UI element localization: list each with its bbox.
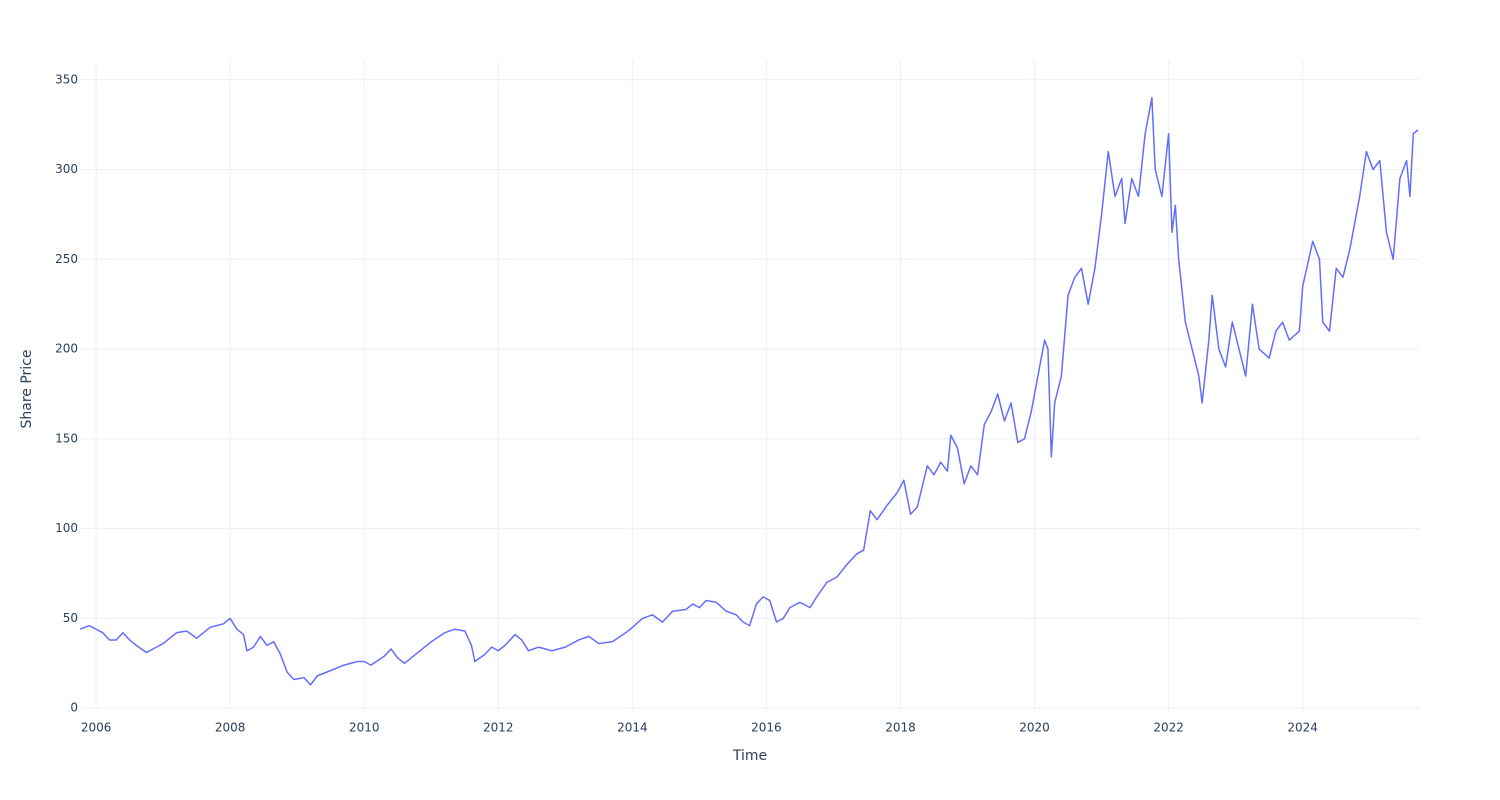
y-tick-label: 350 [55,72,78,86]
price-line [79,96,1419,686]
x-tick-label: 2020 [1019,721,1050,735]
x-tick-label: 2024 [1287,721,1318,735]
x-tick-label: 2008 [215,721,246,735]
x-tick-label: 2012 [483,721,514,735]
y-tick-label: 150 [55,431,78,445]
y-tick-label: 300 [55,162,78,176]
y-tick-label: 200 [55,342,78,356]
x-tick-label: 2014 [617,721,648,735]
x-tick-label: 2010 [349,721,380,735]
x-tick-label: 2006 [81,721,112,735]
x-axis-title: Time [732,748,767,764]
y-tick-label: 0 [70,701,78,715]
y-axis-title: Share Price [19,349,35,428]
y-tick-label: 50 [63,611,78,625]
y-tick-label: 250 [55,252,78,266]
x-tick-label: 2022 [1153,721,1184,735]
x-tick-label: 2016 [751,721,782,735]
x-tick-label: 2018 [885,721,916,735]
y-tick-label: 100 [55,521,78,535]
